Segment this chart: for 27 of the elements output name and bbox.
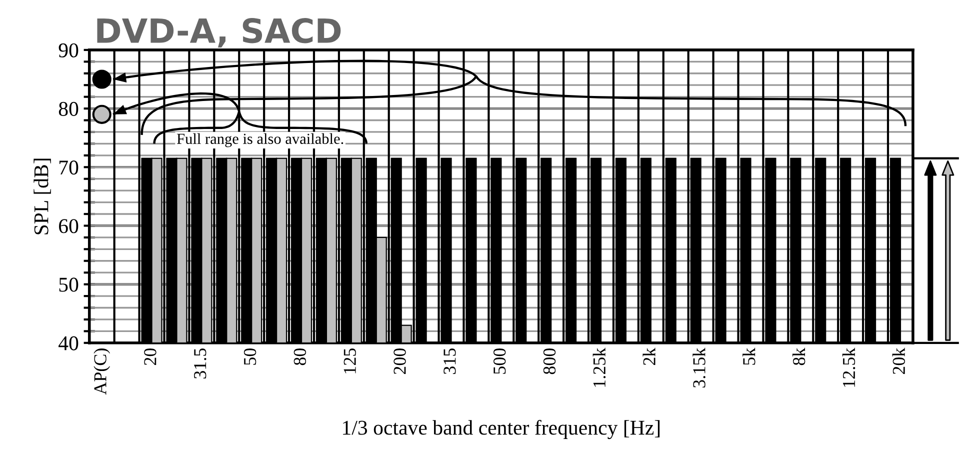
x-tick-label: 31.5 <box>194 348 206 378</box>
x-tick-label: 20 <box>144 348 156 366</box>
annotation: Full range is also available. <box>176 133 344 148</box>
y-tick-label: 90 <box>58 43 78 58</box>
y-tick-label: 40 <box>58 336 78 350</box>
y-tick-label: 80 <box>58 102 78 116</box>
chart-title: DVD-A, SACD <box>97 18 341 48</box>
y-tick-label: 60 <box>59 219 78 234</box>
y-tick-label: 70 <box>59 160 78 175</box>
x-tick-label: 2k <box>642 348 656 366</box>
x-tick-label: 80 <box>294 348 306 366</box>
x-tick-label: 315 <box>444 348 456 374</box>
x-tick-label: 200 <box>394 348 406 374</box>
x-tick-label: 500 <box>493 348 506 374</box>
x-tick-label: 3.15k <box>692 348 706 388</box>
x-tick-label: 12.5k <box>842 348 856 387</box>
x-tick-label: AP(C) <box>94 348 110 395</box>
x-tick-label: 1.25k <box>592 348 606 387</box>
x-tick-label: 125 <box>344 348 356 374</box>
x-tick-label: 20k <box>892 348 905 374</box>
x-tick-label: 8k <box>792 348 806 366</box>
x-axis-title: 1/3 octave band center frequency [Hz] <box>343 420 660 440</box>
x-tick-label: 50 <box>244 348 256 365</box>
y-axis-title: SPL [dB] <box>34 158 51 234</box>
y-tick-label: 50 <box>59 278 78 292</box>
x-tick-label: 800 <box>543 348 556 374</box>
x-tick-label: 5k <box>742 348 756 365</box>
